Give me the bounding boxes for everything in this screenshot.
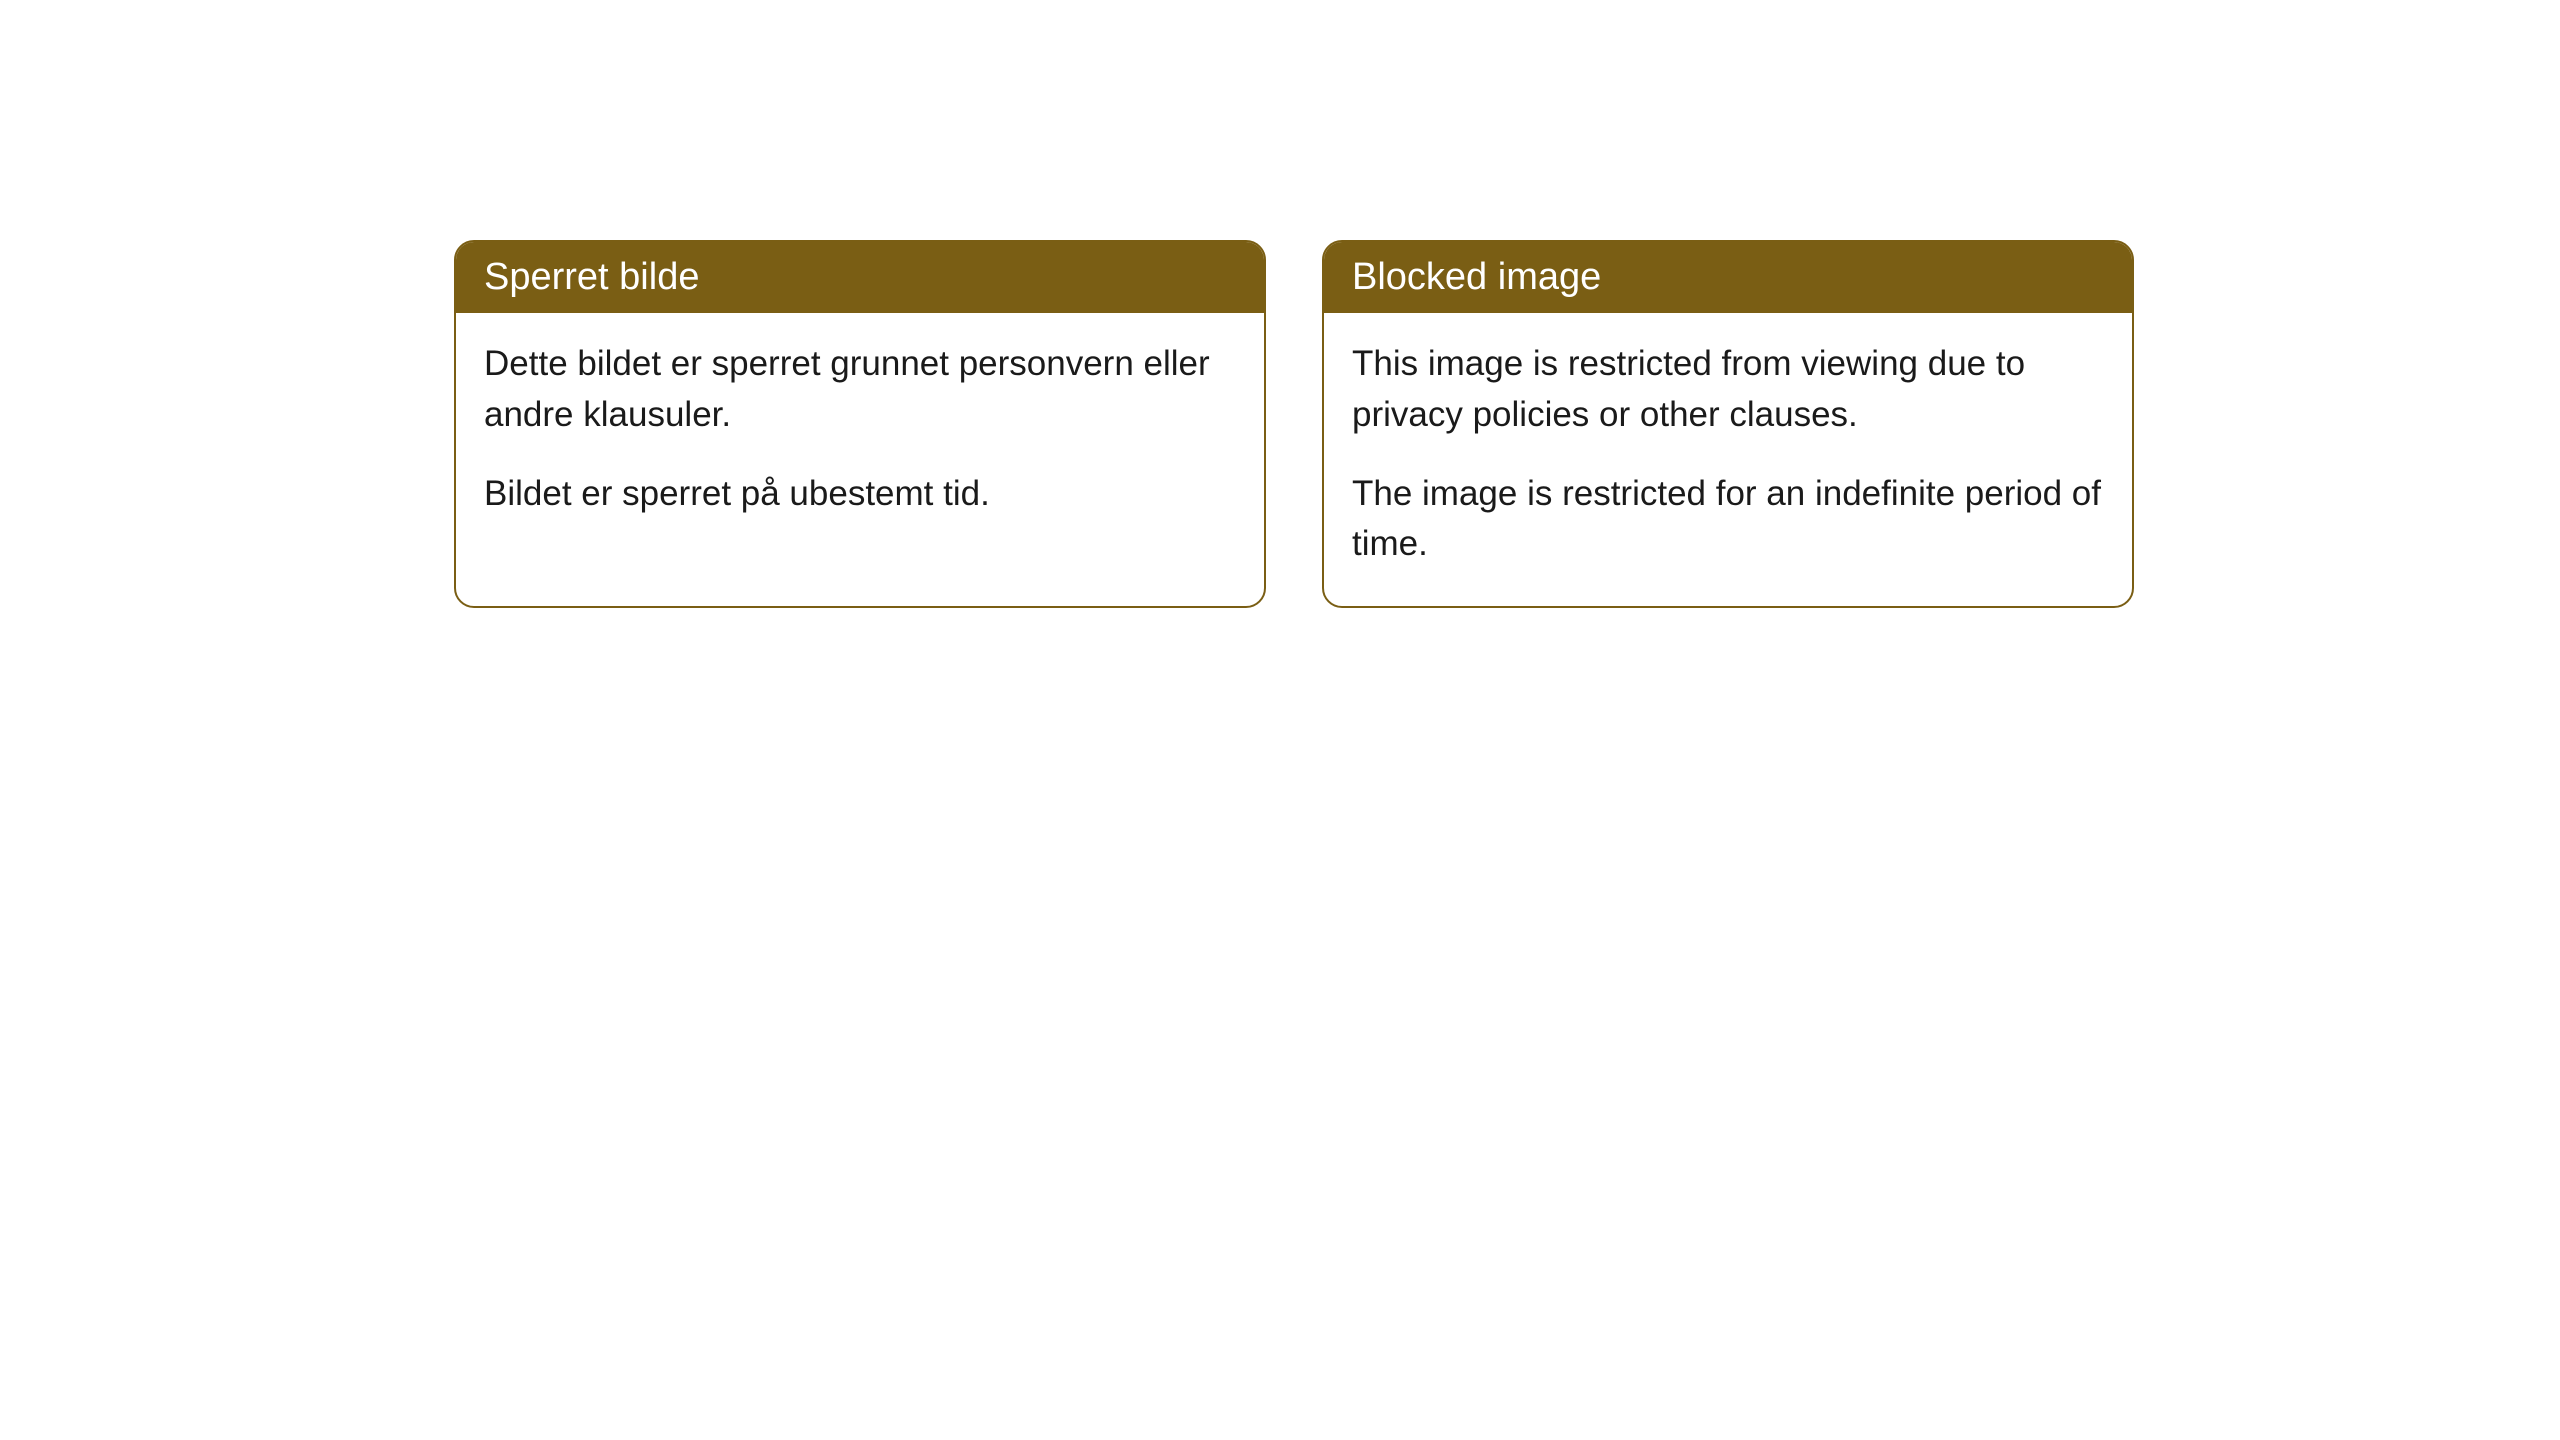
blocked-image-card-english: Blocked image This image is restricted f… [1322,240,2134,608]
card-body-english: This image is restricted from viewing du… [1324,313,2132,606]
notice-container: Sperret bilde Dette bildet er sperret gr… [0,0,2560,608]
card-header-english: Blocked image [1324,242,2132,313]
blocked-image-card-norwegian: Sperret bilde Dette bildet er sperret gr… [454,240,1266,608]
notice-paragraph-1-english: This image is restricted from viewing du… [1352,339,2104,441]
notice-paragraph-2-norwegian: Bildet er sperret på ubestemt tid. [484,469,1236,520]
card-header-norwegian: Sperret bilde [456,242,1264,313]
card-body-norwegian: Dette bildet er sperret grunnet personve… [456,313,1264,555]
notice-paragraph-2-english: The image is restricted for an indefinit… [1352,469,2104,571]
notice-paragraph-1-norwegian: Dette bildet er sperret grunnet personve… [484,339,1236,441]
